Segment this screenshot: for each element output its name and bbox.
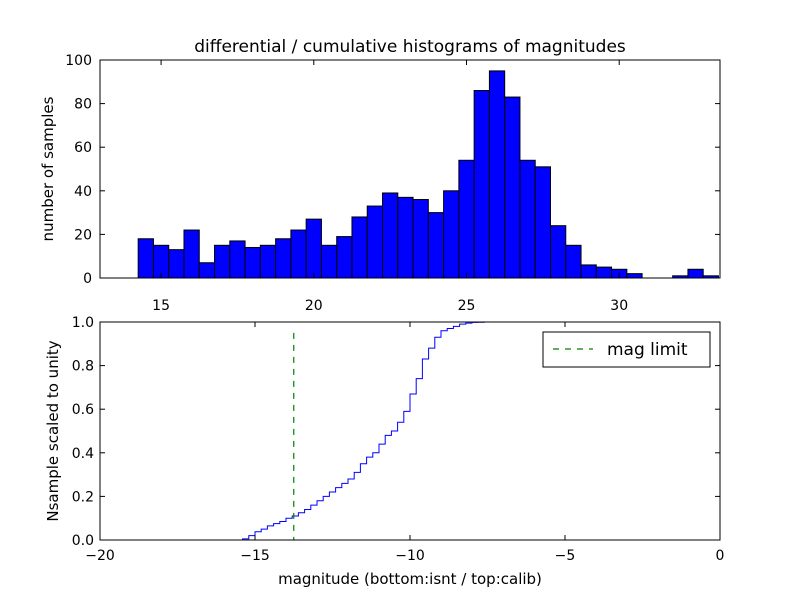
histogram-bar [595, 266, 613, 279]
y-tick-label: 0.8 [72, 359, 94, 375]
histogram-bar [687, 268, 704, 279]
histogram-bar [290, 229, 307, 279]
cumulative-step-line [131, 321, 721, 541]
y-tick-label: 0.0 [72, 533, 94, 549]
histogram-bar [183, 229, 200, 279]
histogram-bar [275, 238, 292, 279]
x-tick-label: −10 [395, 548, 425, 564]
histogram-bar [443, 190, 460, 279]
y-tick-label: 0.6 [72, 402, 94, 418]
histogram-bars [137, 70, 719, 279]
histogram-bar [305, 218, 322, 279]
y-tick-label: 0 [83, 271, 92, 287]
histogram-bar [473, 90, 490, 279]
x-tick-label: 15 [152, 298, 170, 314]
top-y-axis-label: number of samples [39, 96, 57, 241]
chart-title: differential / cumulative histograms of … [194, 37, 626, 57]
top-plot-frame [99, 59, 721, 279]
histogram-bar [259, 244, 277, 279]
legend-mag-limit-label: mag limit [607, 340, 688, 360]
y-tick-label: 60 [74, 140, 92, 156]
histogram-bar [458, 159, 475, 279]
histogram-bar [137, 238, 154, 279]
histogram-bar [336, 236, 353, 279]
y-tick-label: 1.0 [72, 315, 94, 331]
bottom-y-axis-label: Nsample scaled to unity [44, 340, 62, 521]
histogram-bar [320, 244, 338, 279]
x-tick-label: 0 [716, 548, 725, 564]
y-tick-label: 100 [65, 53, 92, 69]
x-tick-label: 30 [610, 298, 628, 314]
top-x-ticks: 15 20 30 25 [152, 60, 628, 314]
top-y-ticks: 0 20 40 60 80 100 [65, 53, 720, 287]
histogram-bar [626, 273, 643, 279]
y-tick-label: 40 [74, 184, 92, 200]
histogram-bar [351, 216, 368, 279]
cumulative-lines [131, 321, 721, 541]
histogram-bar [244, 246, 261, 279]
histogram-bar [168, 249, 185, 279]
histogram-bar [214, 244, 231, 279]
bottom-y-ticks: 0.0 0.2 0.4 0.6 0.8 1.0 [72, 315, 720, 549]
x-tick-label: −15 [240, 548, 270, 564]
bottom-plot-frame [99, 321, 721, 541]
histogram-bar [366, 205, 384, 279]
histogram-bar [565, 244, 582, 279]
histogram-panel: differential / cumulative histograms of … [39, 37, 721, 314]
x-tick-label: 25 [458, 298, 476, 314]
x-tick-label: −5 [555, 548, 576, 564]
histogram-bar [534, 166, 551, 279]
histogram-bar [198, 262, 216, 279]
legend: mag limit [542, 331, 711, 368]
histogram-bar [427, 212, 445, 279]
x-tick-label: 20 [305, 298, 323, 314]
histogram-bar [504, 96, 521, 279]
histogram-bar [580, 264, 597, 279]
bottom-x-axis-label: magnitude (bottom:isnt / top:calib) [278, 570, 542, 588]
histogram-bar [549, 225, 567, 279]
y-tick-label: 20 [74, 227, 92, 243]
histogram-bar [397, 196, 414, 279]
histogram-bar [488, 70, 506, 279]
histogram-bar [229, 240, 246, 279]
cumulative-panel: Nsample scaled to unity magnitude (botto… [44, 315, 724, 588]
histogram-bar [519, 159, 536, 279]
histogram-bar [412, 199, 429, 279]
x-tick-label: −20 [85, 548, 115, 564]
bottom-x-ticks: −20 −15 −10 −5 0 [85, 322, 724, 564]
y-tick-label: 80 [74, 97, 92, 113]
histogram-bar [382, 192, 399, 279]
y-tick-label: 0.2 [72, 489, 94, 505]
y-tick-label: 0.4 [72, 446, 94, 462]
